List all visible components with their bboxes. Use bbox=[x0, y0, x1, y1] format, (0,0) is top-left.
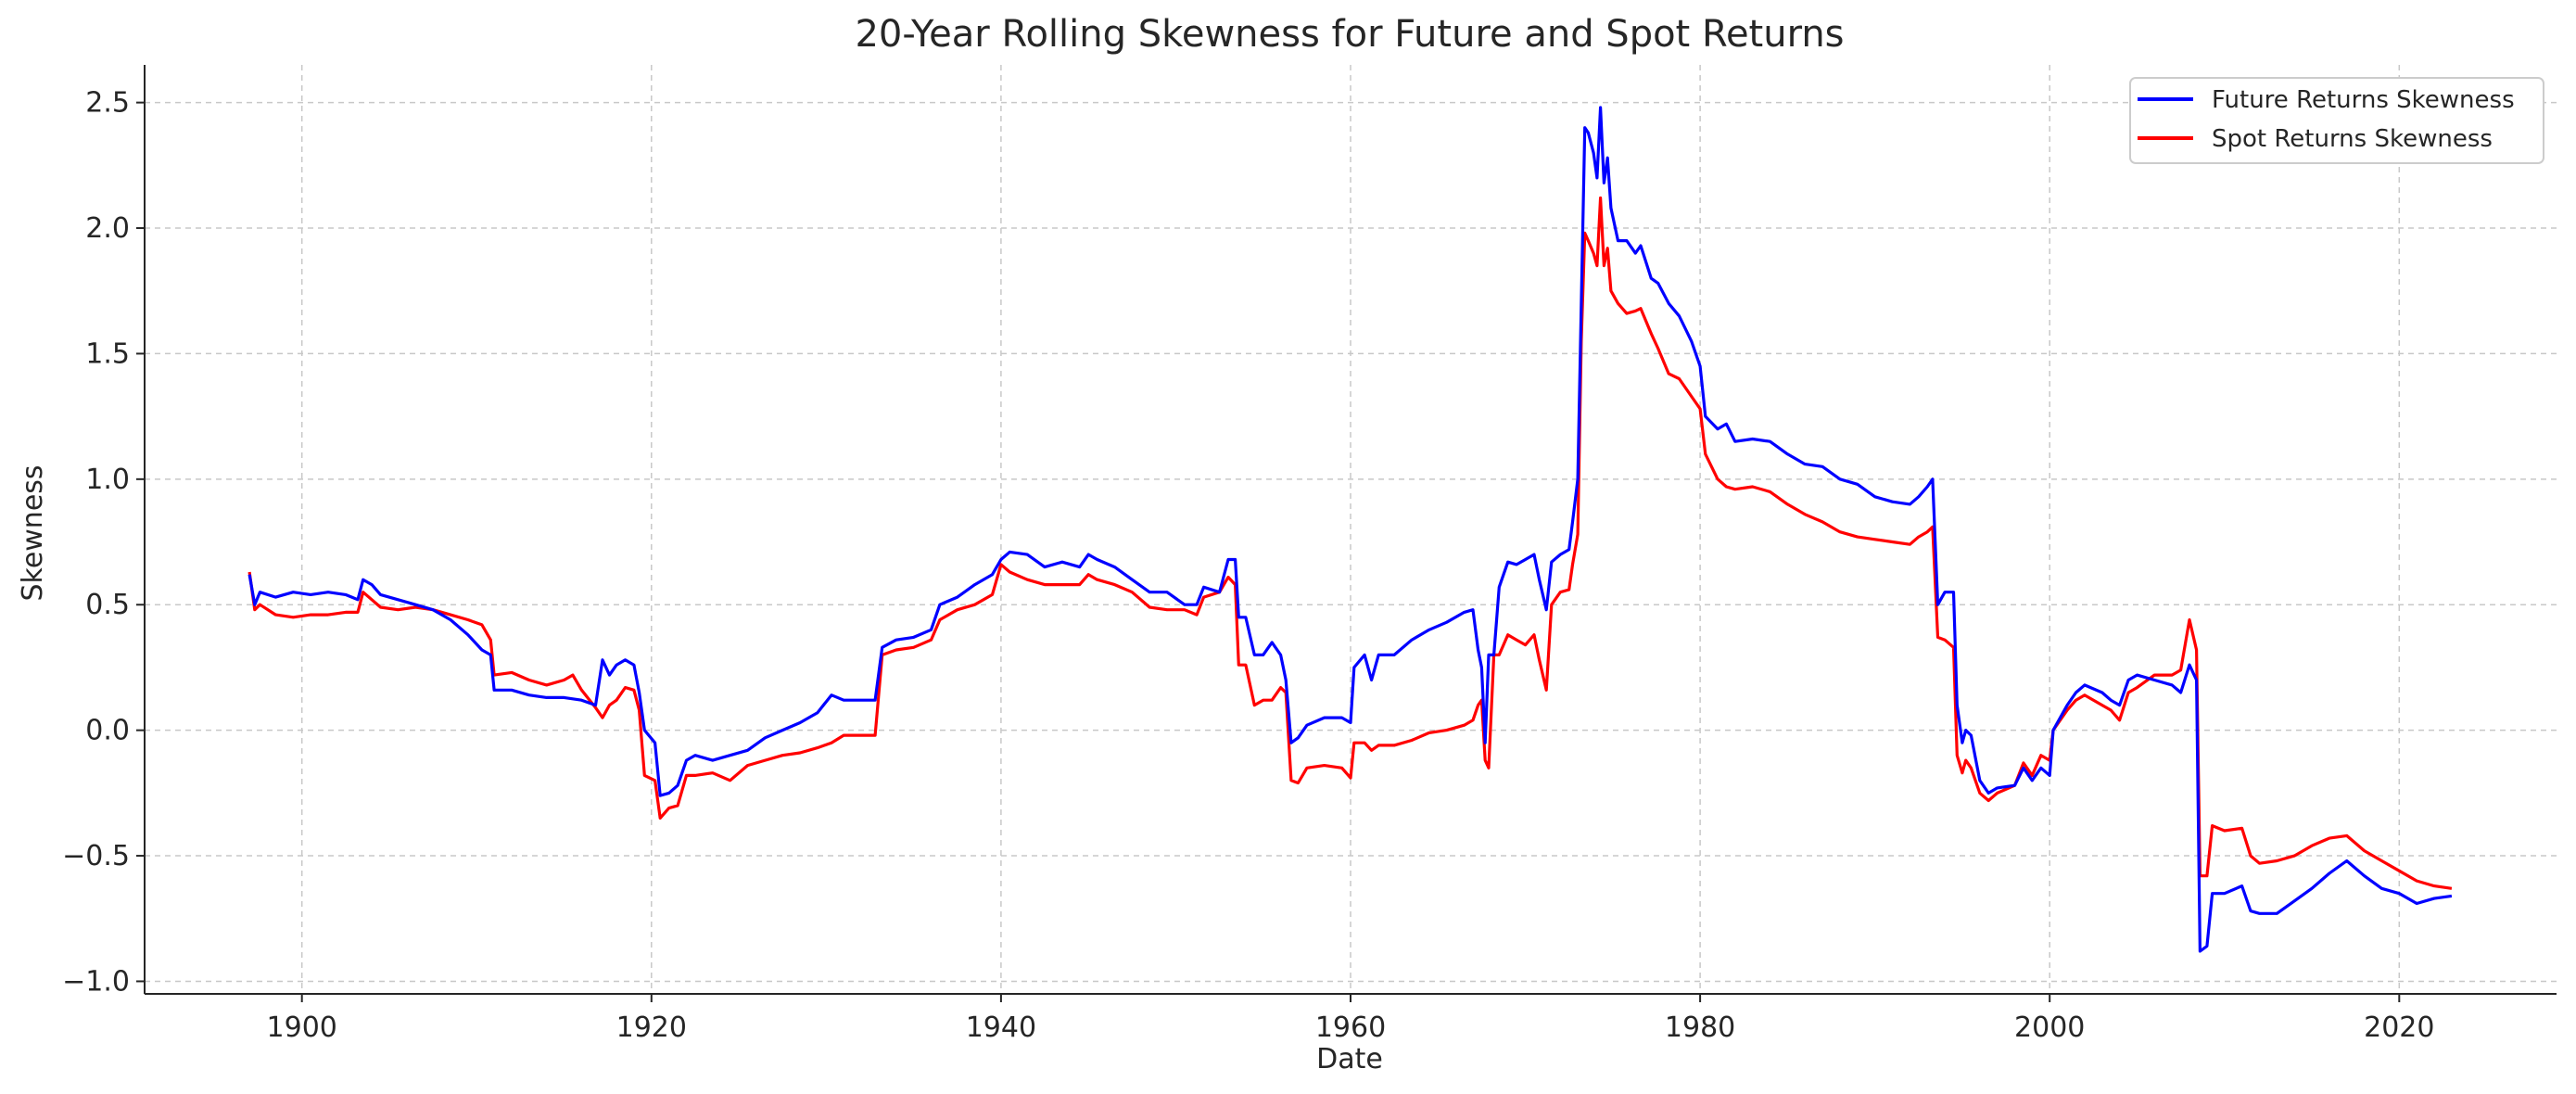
x-tick-label: 1920 bbox=[616, 1011, 687, 1044]
legend-label-future: Future Returns Skewness bbox=[2212, 86, 2515, 114]
series-line-spot bbox=[247, 196, 2453, 890]
y-axis-label: Skewness bbox=[17, 464, 49, 601]
y-tick-label: −0.5 bbox=[62, 840, 130, 872]
grid bbox=[145, 65, 2557, 994]
x-axis-label: Date bbox=[1316, 1043, 1383, 1075]
x-tick-label: 1980 bbox=[1665, 1011, 1735, 1044]
series-line-future bbox=[247, 106, 2453, 953]
legend: Future Returns Skewness Spot Returns Ske… bbox=[2129, 77, 2544, 164]
x-tick-label: 1900 bbox=[267, 1011, 337, 1044]
ticks: 1900 1920 1940 1960 1980 2000 2020 −1.0 −0.5 0.0 0… bbox=[62, 87, 2434, 1044]
y-tick-label: 1.0 bbox=[85, 464, 130, 496]
y-tick-label: 0.5 bbox=[85, 589, 130, 621]
legend-box bbox=[2129, 77, 2544, 164]
y-tick-label: −1.0 bbox=[62, 965, 130, 998]
x-tick-label: 1960 bbox=[1315, 1011, 1386, 1044]
series bbox=[247, 106, 2453, 953]
legend-label-spot: Spot Returns Skewness bbox=[2212, 125, 2493, 153]
x-tick-label: 2020 bbox=[2364, 1011, 2434, 1044]
chart-title: 20-Year Rolling Skewness for Future and … bbox=[855, 13, 1844, 56]
x-tick-label: 2000 bbox=[2014, 1011, 2085, 1044]
x-tick-label: 1940 bbox=[966, 1011, 1036, 1044]
y-tick-label: 2.0 bbox=[85, 212, 130, 245]
y-tick-label: 2.5 bbox=[85, 87, 130, 120]
y-tick-label: 0.0 bbox=[85, 715, 130, 747]
y-tick-label: 1.5 bbox=[85, 337, 130, 370]
